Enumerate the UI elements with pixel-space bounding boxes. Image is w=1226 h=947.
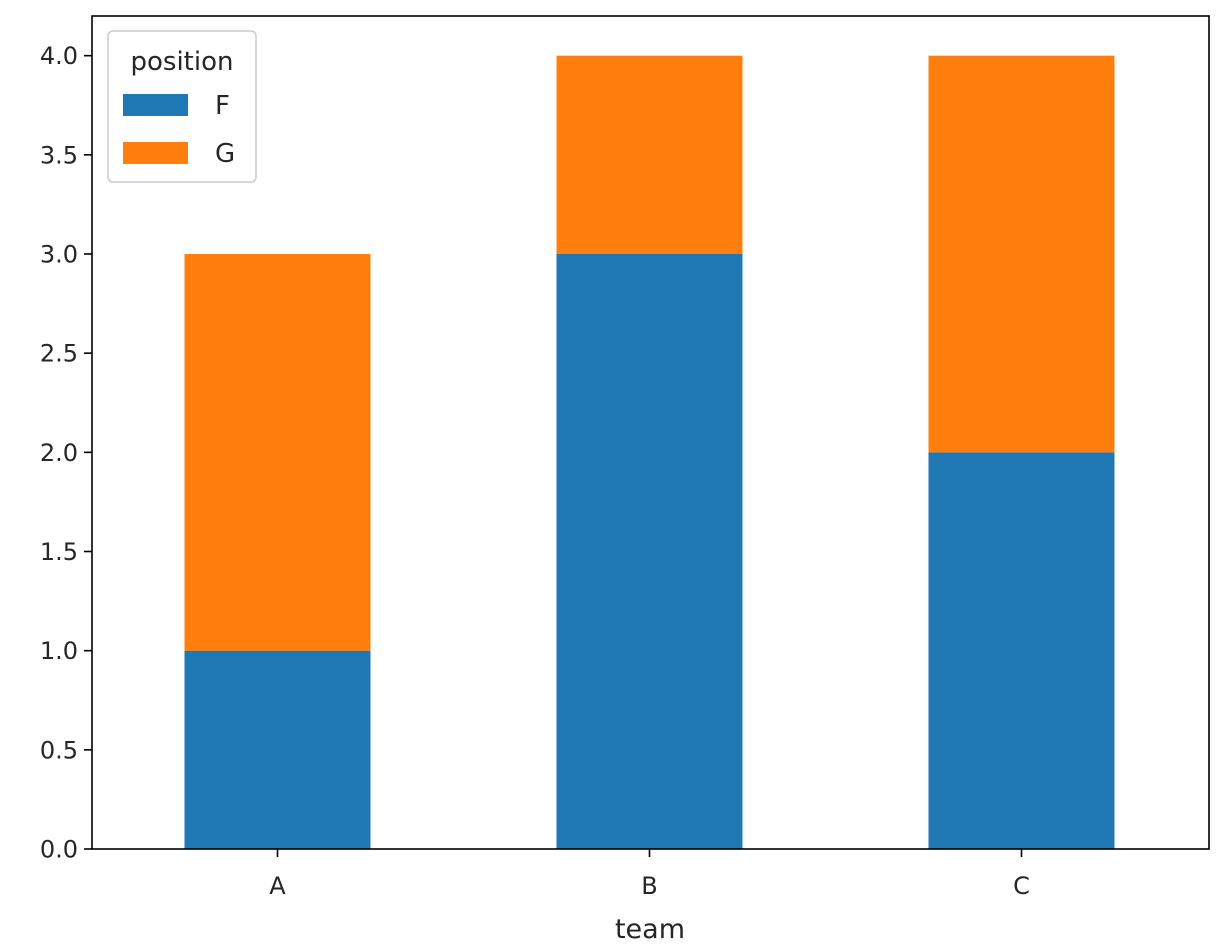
- y-tick-label: 0.0: [40, 836, 78, 864]
- legend-title: position: [131, 47, 234, 77]
- y-tick-label: 1.5: [40, 538, 78, 566]
- x-axis-title: team: [615, 914, 685, 945]
- bar-c-g: [928, 55, 1115, 453]
- y-tick-label: 4.0: [40, 42, 78, 70]
- y-tick-label: 0.5: [40, 736, 78, 764]
- plot-frame: [91, 15, 1210, 850]
- y-tick-label: 3.0: [40, 241, 78, 269]
- bar-c-f: [928, 452, 1115, 849]
- legend-label-f: F: [215, 91, 230, 121]
- y-tick-label: 1.0: [40, 637, 78, 665]
- bar-a-f: [184, 650, 371, 849]
- x-tick-label: A: [269, 872, 286, 900]
- x-tick-label: C: [1013, 872, 1030, 900]
- y-axis: 0.0 0.5 1.0 1.5 2.0 2.5 3.0 3.5 4.0: [40, 42, 92, 864]
- y-tick-label: 2.5: [40, 340, 78, 368]
- y-tick-label: 2.0: [40, 439, 78, 467]
- x-tick-label: B: [641, 872, 657, 900]
- bar-b-g: [556, 55, 743, 254]
- legend-label-g: G: [215, 139, 235, 169]
- bar-b-f: [556, 254, 743, 849]
- legend: position F G: [107, 30, 257, 183]
- legend-swatch-f: [123, 94, 188, 116]
- x-axis: A B C: [269, 849, 1030, 900]
- bar-a-g: [184, 254, 371, 651]
- y-tick-label: 3.5: [40, 141, 78, 169]
- bars-layer: [184, 55, 1115, 849]
- legend-swatch-g: [123, 142, 188, 164]
